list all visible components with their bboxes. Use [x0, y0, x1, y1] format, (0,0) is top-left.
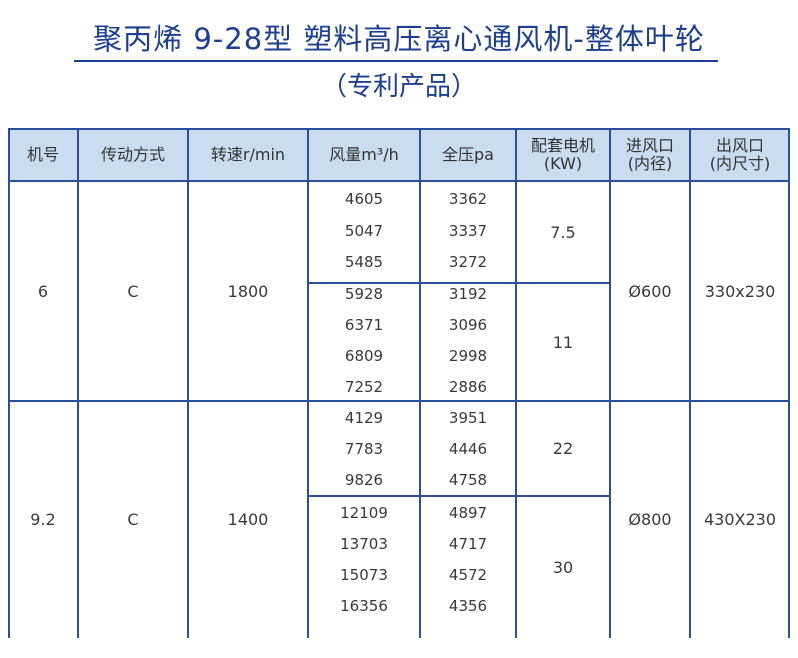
pressure-value: 3096 [448, 316, 488, 334]
grid-line [609, 128, 611, 638]
header-pressure: 全压pa [442, 145, 494, 164]
airflow-value: 12109 [340, 504, 388, 522]
pressure-value: 4897 [448, 504, 488, 522]
grid-line [419, 128, 421, 638]
group-6-inlet: Ø600 [628, 281, 672, 301]
header-drive: 传动方式 [100, 145, 165, 164]
airflow-value: 6809 [344, 347, 384, 365]
header-outlet: 出风口 (内尺寸) [709, 136, 771, 173]
subgroup-divider [307, 282, 611, 284]
airflow-value: 15073 [340, 566, 388, 584]
group-9-2-speed: 1400 [227, 510, 269, 529]
group-9-2-inlet: Ø800 [628, 510, 672, 529]
page-subtitle: （专利产品） [320, 72, 477, 102]
table-top-border [8, 128, 790, 130]
header-inlet: 进风口 (内径) [625, 136, 674, 173]
airflow-value: 7252 [344, 378, 384, 396]
pressure-value: 3337 [448, 222, 488, 240]
grid-line [307, 128, 309, 638]
group-9-2-drive: C [127, 510, 139, 529]
group-6-power-b: 11 [552, 332, 574, 352]
pressure-value: 3362 [448, 190, 488, 208]
pressure-value: 3951 [448, 409, 488, 427]
grid-line [689, 128, 691, 638]
subgroup-divider [307, 495, 611, 497]
pressure-value: 2998 [448, 347, 488, 365]
group-6-model: 6 [37, 281, 49, 301]
header-bottom-border [8, 180, 790, 182]
header-airflow: 风量m³/h [329, 145, 399, 164]
airflow-value: 13703 [340, 535, 388, 553]
airflow-value: 5928 [344, 285, 384, 303]
table-header-row [8, 129, 790, 181]
header-model: 机号 [26, 145, 59, 164]
airflow-value: 4129 [344, 409, 384, 427]
grid-line [788, 128, 790, 638]
pressure-value: 4356 [448, 597, 488, 615]
group-9-2-power-b: 30 [552, 557, 574, 577]
pressure-value: 4572 [448, 566, 488, 584]
grid-line [515, 128, 517, 638]
group-6-power-a: 7.5 [550, 222, 576, 242]
header-power: 配套电机 (KW) [530, 136, 595, 173]
pressure-value: 3192 [448, 285, 488, 303]
group-6-outlet: 330x230 [704, 281, 776, 301]
pressure-value: 4446 [448, 440, 488, 458]
header-speed: 转速r/min [210, 145, 286, 164]
grid-line [77, 128, 79, 638]
pressure-value: 4758 [448, 471, 488, 489]
group-9-2-power-a: 22 [552, 439, 574, 458]
grid-line [187, 128, 189, 638]
airflow-value: 5047 [344, 222, 384, 240]
airflow-value: 7783 [344, 440, 384, 458]
airflow-value: 9826 [344, 471, 384, 489]
pressure-value: 2886 [448, 378, 488, 396]
pressure-value: 4717 [448, 535, 488, 553]
pressure-value: 3272 [448, 253, 488, 271]
group-9-2-outlet: 430X230 [703, 510, 777, 529]
airflow-value: 4605 [344, 190, 384, 208]
group-divider [8, 400, 790, 402]
group-9-2-model: 9.2 [30, 510, 56, 529]
page-title: 聚丙烯 9-28型 塑料高压离心通风机-整体叶轮 [93, 22, 705, 56]
group-6-speed: 1800 [227, 281, 269, 301]
grid-line [8, 128, 10, 638]
airflow-value: 16356 [340, 597, 388, 615]
group-6-drive: C [127, 281, 139, 301]
title-underline [74, 60, 718, 62]
airflow-value: 5485 [344, 253, 384, 271]
airflow-value: 6371 [344, 316, 384, 334]
